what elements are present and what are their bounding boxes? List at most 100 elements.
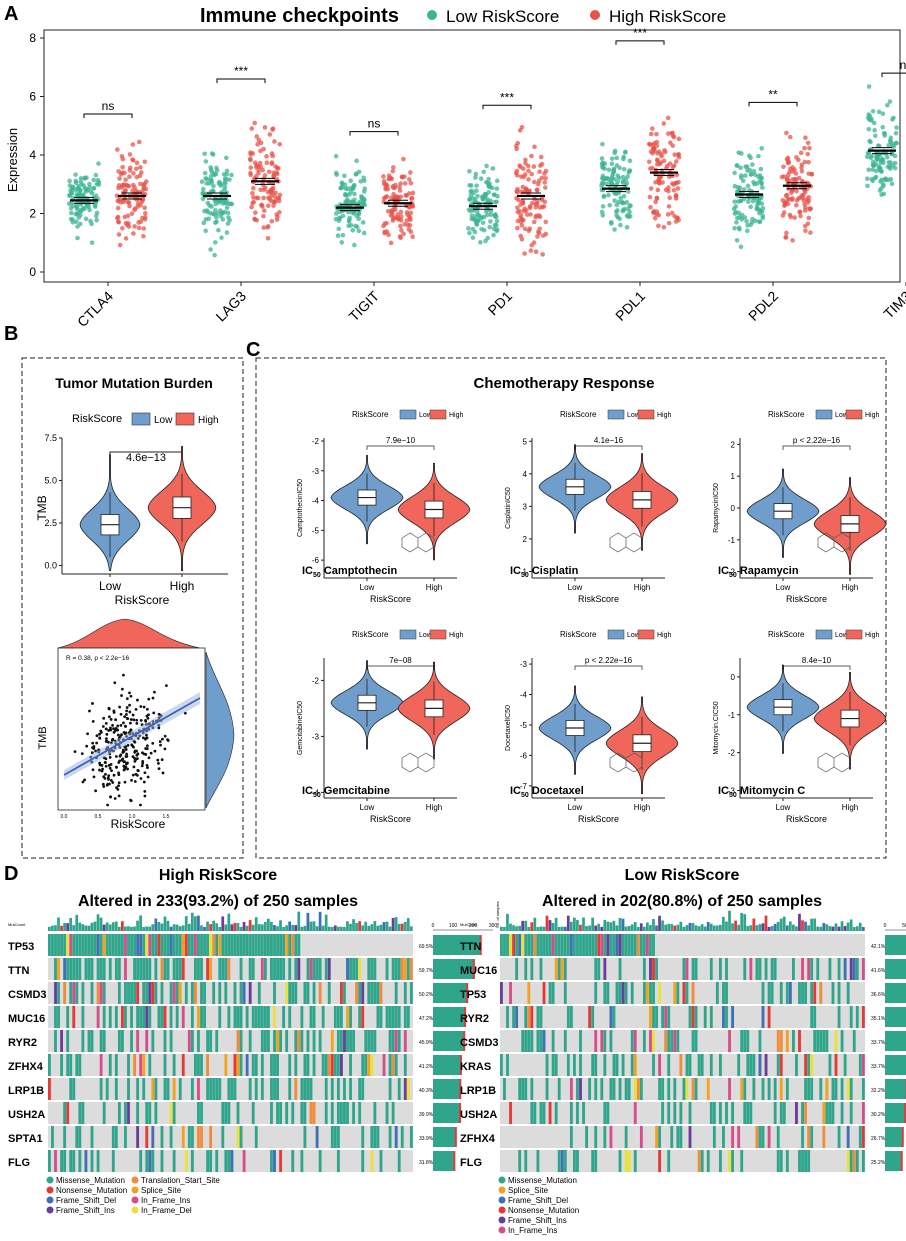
low-mutation-cell (576, 1150, 579, 1172)
high-mutation-cell (358, 982, 362, 1004)
point-high-TIGIT (408, 217, 413, 223)
chemo-legend-low-key (607, 409, 625, 420)
low-mutation-cell (588, 1006, 592, 1028)
low-mutation-cell (816, 1030, 820, 1052)
low-legend-dot (498, 1196, 506, 1204)
high-mutation-cell (239, 1030, 243, 1052)
low-mutation-cell (518, 1150, 522, 1172)
low-mutation-cell (731, 1102, 735, 1124)
point-low-TIGIT (353, 223, 358, 229)
high-mutcount-bar (248, 920, 252, 931)
high-mutation-cell (309, 1078, 313, 1100)
high-legend-Splice_Site: Splice_Site (141, 1186, 182, 1195)
low-mutation-cell (861, 1006, 865, 1028)
high-mutation-cell (340, 1030, 343, 1052)
xtick-label-PDL2: PDL2 (745, 288, 781, 324)
high-mutation-cell (200, 934, 203, 956)
panel-label-d: D (4, 863, 18, 885)
high-mutation-cell (69, 958, 73, 980)
low-mutcount-bar (591, 917, 594, 931)
low-mutation-cell (566, 1006, 570, 1028)
point-low-PDL1 (600, 165, 606, 171)
high-mutation-cell (406, 1006, 410, 1028)
low-mutation-cell (585, 934, 589, 956)
point-low-PDL1 (625, 189, 631, 194)
low-mutcount-bar (652, 918, 655, 931)
panel-c-title: Chemotherapy Response (474, 375, 655, 392)
high-mutation-cell (69, 1054, 73, 1076)
high-mutcount-bar (376, 925, 380, 931)
high-gene-LRP1B: LRP1B (8, 1085, 44, 1097)
high-mutcount-bar (203, 926, 206, 931)
chemo-ytick-label: -7 (520, 782, 528, 791)
high-mutation-cell (99, 982, 103, 1004)
low-mutcount-bar (725, 921, 728, 931)
high-mutation-cell (184, 934, 188, 956)
high-mutation-cell (391, 1030, 395, 1052)
scatter-point (98, 732, 101, 736)
low-mutation-cell (603, 1030, 607, 1052)
scatter-point (120, 694, 123, 697)
regression-line (63, 697, 201, 776)
panel-a-frame (43, 29, 901, 283)
high-mutation-cell (330, 1030, 334, 1052)
legend-low-label: Low RiskScore (446, 7, 559, 26)
high-mutation-cell (151, 934, 155, 956)
low-mutation-cell (509, 934, 512, 956)
scatter-point (116, 724, 120, 728)
high-mutation-cell (403, 1078, 407, 1100)
high-mutation-cell (248, 1030, 252, 1052)
point-high-PD1 (523, 157, 528, 163)
high-mutation-cell (200, 1054, 203, 1076)
point-high-PD1 (529, 171, 534, 177)
point-high-PD1 (526, 168, 531, 174)
point-high-PDL2 (784, 130, 789, 136)
high-mutcount-bar (130, 926, 133, 931)
high-row-bg (48, 1030, 413, 1052)
scatter-point (129, 799, 133, 803)
high-mutation-cell (114, 1078, 118, 1100)
low-mutcount-bar (776, 921, 780, 931)
point-high-PD1 (529, 200, 535, 206)
point-low-TIM3 (872, 175, 878, 181)
high-mutation-cell (172, 1054, 176, 1076)
high-legend-dot (131, 1186, 139, 1194)
point-low-LAG3 (227, 217, 232, 223)
point-high-PDL2 (802, 202, 807, 207)
low-mutation-cell (603, 1054, 607, 1076)
low-mutcount-bar (639, 923, 643, 931)
point-high-LAG3 (253, 174, 259, 179)
scatter-point (92, 775, 96, 779)
high-mutation-cell (376, 1126, 380, 1148)
low-gene-bar (885, 959, 906, 979)
high-mutation-cell (114, 958, 118, 980)
high-mutation-cell (148, 934, 152, 956)
scatter-point (91, 719, 95, 723)
high-mutation-cell (197, 1102, 200, 1124)
high-mutation-cell (312, 1006, 316, 1028)
point-high-LAG3 (255, 142, 260, 147)
scatter-point (129, 694, 133, 698)
high-mutcount-bar (63, 923, 66, 931)
point-low-PDL1 (620, 208, 626, 214)
high-mutation-cell (303, 1054, 307, 1076)
scatter-point (122, 721, 125, 725)
high-mutation-cell (66, 1102, 70, 1124)
point-high-PD1 (527, 188, 532, 194)
high-mutcount-bar (136, 920, 139, 931)
low-mutcount-bar (579, 924, 582, 931)
low-mutation-cell (606, 1102, 610, 1124)
high-mutation-cell (166, 934, 170, 956)
high-mutation-cell (361, 1150, 365, 1172)
point-low-PDL1 (613, 209, 619, 215)
high-mutation-cell (315, 1126, 319, 1148)
point-low-TIM3 (866, 126, 872, 132)
point-high-TIGIT (391, 165, 396, 170)
low-mutation-cell (579, 1054, 582, 1076)
low-mutation-cell (624, 1150, 628, 1172)
low-mutation-cell (685, 958, 689, 980)
point-low-TIGIT (333, 170, 339, 176)
high-mutation-cell (75, 1054, 79, 1076)
low-mutation-cell (633, 1102, 637, 1124)
low-mutcount-bar (676, 924, 680, 931)
